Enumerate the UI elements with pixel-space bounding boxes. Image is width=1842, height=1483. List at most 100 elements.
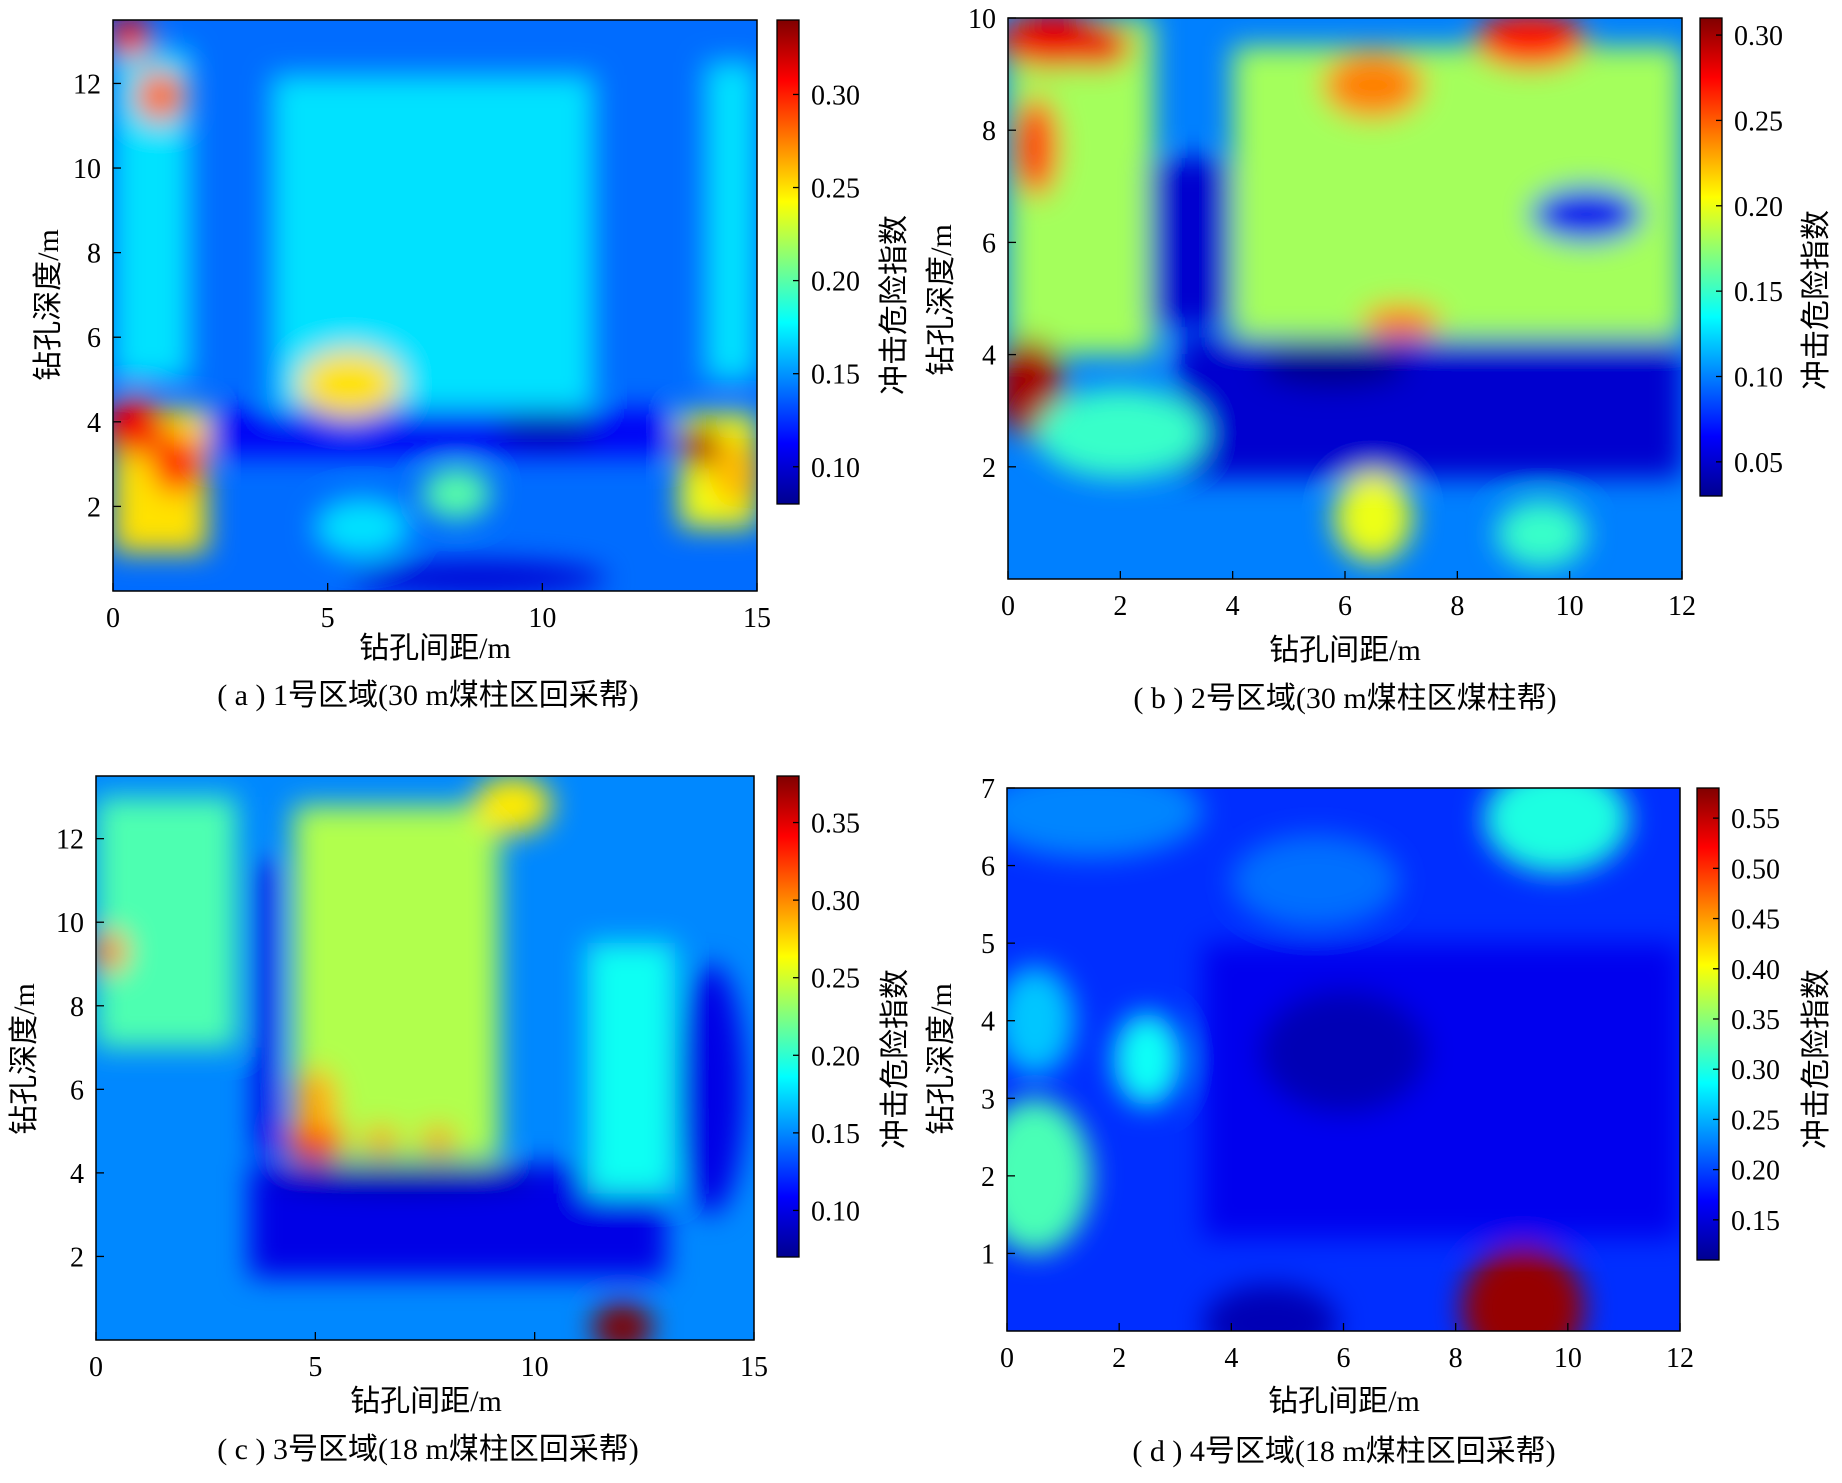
y-tick-label: 8 (982, 116, 996, 147)
y-tick-label: 6 (70, 1075, 84, 1106)
y-tick-label: 4 (87, 408, 101, 439)
colorbar-tick-label: 0.20 (1731, 1156, 1780, 1187)
colorbar-b: 0.05 0.10 0.15 0.20 0.25 0.30 (1699, 17, 1783, 497)
y-tick-label: 5 (981, 929, 995, 960)
heatmap-region-a-2 (198, 409, 672, 456)
heatmap-region-b-14 (1036, 388, 1205, 479)
x-tick-label: 2 (1113, 591, 1127, 622)
y-tick-label: 2 (87, 492, 101, 523)
x-tick-label: 10 (1556, 591, 1584, 622)
y-tick-label: 12 (56, 825, 84, 856)
plot-frame-a (112, 19, 758, 592)
x-tick-label: 5 (321, 603, 335, 634)
colorbar-tick-label: 0.30 (811, 80, 860, 111)
heatmap-region-a-7 (297, 349, 401, 418)
heatmap-region-a-6 (705, 62, 757, 380)
heatmap-region-c-6 (293, 1068, 338, 1136)
x-tick-label: 12 (1666, 1343, 1694, 1374)
y-tick-label: 10 (56, 908, 84, 939)
x-ticks-b: 0 2 4 6 8 10 12 (1001, 571, 1696, 622)
x-tick-label: 15 (743, 603, 771, 634)
colorbar-label-b: 冲击危险指数 (1800, 210, 1833, 390)
x-tick-label: 10 (521, 1352, 549, 1383)
heatmap-region-b-13 (1361, 304, 1441, 338)
x-tick-label: 6 (1338, 591, 1352, 622)
x-tick-label: 0 (1000, 1343, 1014, 1374)
heatmap-region-c-7 (363, 1126, 399, 1152)
x-axis-label-b: 钻孔间距/m (1269, 634, 1421, 667)
colorbar-tick-label: 0.10 (811, 1196, 860, 1227)
heatmap-region-b-3 (1176, 337, 1682, 479)
colorbar-tick-label: 0.20 (1734, 192, 1783, 223)
colorbar-tick-label: 0.35 (1731, 1005, 1780, 1036)
heatmap-region-b-5 (1064, 23, 1132, 69)
y-tick-label: 4 (982, 341, 996, 372)
heatmap-region-b-9 (1322, 51, 1424, 119)
x-tick-label: 6 (1337, 1343, 1351, 1374)
colorbar-gradient (1699, 17, 1723, 497)
heatmap-region-a-16 (314, 497, 410, 558)
heatmap-region-a-10 (113, 20, 152, 59)
heatmap-a (113, 20, 757, 591)
x-tick-label: 0 (1001, 591, 1015, 622)
y-tick-label: 4 (981, 1007, 995, 1038)
heatmap-region-d-5 (1461, 1245, 1585, 1331)
heatmap-region-a-8 (113, 396, 165, 456)
colorbar-tick-label: 0.15 (1734, 277, 1783, 308)
y-ticks-a: 2 4 6 8 10 12 (73, 69, 121, 523)
colorbar-tick-label: 0.45 (1731, 905, 1780, 936)
y-tick-label: 10 (968, 4, 996, 35)
heatmap-region-c-11 (591, 1302, 654, 1340)
heatmap-region-b-2 (1148, 158, 1233, 327)
colorbar-tick-label: 0.10 (811, 453, 860, 484)
heatmap-region-d-9 (1567, 981, 1680, 1215)
heatmap-region-c-3 (96, 796, 237, 1048)
heatmap-region-a-15 (422, 468, 491, 520)
x-axis-label-d: 钻孔间距/m (1268, 1385, 1420, 1418)
x-tick-label: 4 (1224, 1343, 1238, 1374)
colorbar-tick-label: 0.40 (1731, 955, 1780, 986)
heatmap-region-c-10 (473, 776, 553, 835)
heatmap-region-b-12 (1333, 472, 1413, 563)
heatmap-region-d-6 (1483, 788, 1630, 874)
x-tick-label: 10 (1554, 1343, 1582, 1374)
colorbar-c: 0.10 0.15 0.20 0.25 0.30 0.35 (776, 775, 860, 1258)
heatmap-region-a-12 (679, 426, 723, 469)
colorbar-tick-label: 0.35 (811, 809, 860, 840)
colorbar-label-d: 冲击危险指数 (1800, 969, 1833, 1149)
x-ticks-d: 0 2 4 6 8 10 12 (1000, 1323, 1694, 1374)
colorbar-label-a: 冲击危险指数 (878, 215, 911, 395)
y-tick-label: 2 (982, 453, 996, 484)
heatmap-d (1007, 788, 1680, 1331)
heatmap-region-d-10 (1203, 1284, 1338, 1331)
x-axis-label-a: 钻孔间距/m (359, 632, 511, 665)
colorbar-tick-label: 0.20 (811, 1041, 860, 1072)
heatmap-c (96, 776, 754, 1340)
colorbar-tick-label: 0.25 (811, 174, 860, 205)
y-axis-label-c: 钻孔深度/m (8, 983, 41, 1135)
colorbar-tick-label: 0.15 (1731, 1206, 1780, 1237)
y-tick-label: 10 (73, 154, 101, 185)
y-tick-label: 7 (981, 774, 995, 805)
x-tick-label: 2 (1112, 1343, 1126, 1374)
x-tick-label: 15 (740, 1352, 768, 1383)
colorbar-label-c: 冲击危险指数 (879, 969, 912, 1149)
x-tick-label: 4 (1226, 591, 1240, 622)
x-tick-label: 12 (1668, 591, 1696, 622)
y-tick-label: 6 (982, 228, 996, 259)
x-tick-label: 8 (1449, 1343, 1463, 1374)
x-ticks-a: 0 5 10 15 (106, 583, 771, 634)
heatmap-region-b-10 (1530, 186, 1643, 243)
heatmap-region-a-9 (151, 434, 204, 494)
colorbar-tick-label: 0.20 (811, 267, 860, 298)
y-tick-label: 4 (70, 1159, 84, 1190)
heatmap-region-c-9 (96, 930, 127, 973)
y-tick-label: 3 (981, 1084, 995, 1115)
x-axis-label-c: 钻孔间距/m (350, 1385, 502, 1418)
y-tick-label: 6 (87, 323, 101, 354)
y-axis-label-d: 钻孔深度/m (925, 983, 958, 1135)
y-tick-label: 8 (87, 239, 101, 270)
colorbar-a: 0.10 0.15 0.20 0.25 0.30 (776, 19, 860, 505)
